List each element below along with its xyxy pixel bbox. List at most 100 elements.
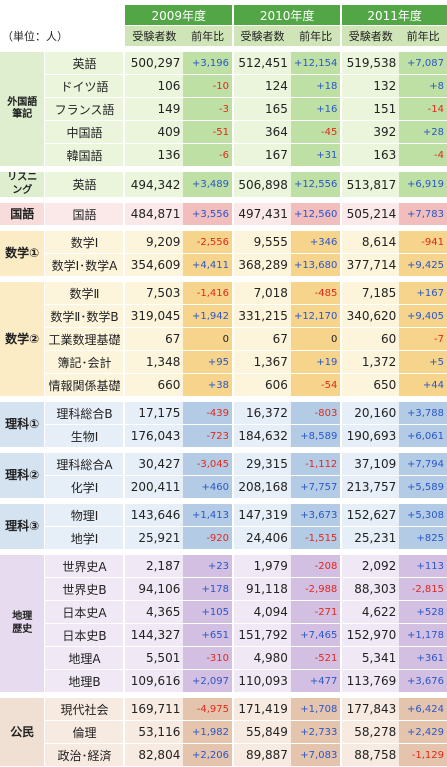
applicants-count: 152,627 [340, 504, 400, 526]
applicants-count: 392 [340, 121, 400, 143]
yoy-change: +825 [399, 527, 447, 549]
gap-cell [0, 693, 447, 697]
yoy-change: +12,170 [290, 305, 341, 327]
yoy-change: +105 [183, 601, 233, 623]
yoy-change: +361 [399, 647, 447, 669]
applicants-count: 67 [123, 328, 184, 350]
table-row: 数学Ⅱ･数学B 319,045 +1,942 331,215 +12,170 340,62… [0, 305, 447, 327]
yoy-change: -1,515 [290, 527, 341, 549]
applicants-count: 5,501 [123, 647, 184, 669]
yoy-change: +38 [183, 374, 233, 396]
yoy-change: +3,196 [183, 52, 233, 74]
yoy-change: -51 [183, 121, 233, 143]
applicants-count: 29,315 [232, 453, 291, 475]
applicants-count: 151,792 [232, 624, 291, 646]
table-row: 理科③ 物理Ⅰ 143,646 +1,413 147,319 +3,673 152,627 +… [0, 504, 447, 549]
subject-name: 工業数理基礎 [44, 328, 124, 350]
group-label: 理科③ [0, 504, 45, 549]
yoy-change: +5,589 [399, 476, 447, 498]
applicants-count: 24,406 [232, 527, 291, 549]
yoy-change: +12,560 [290, 203, 341, 225]
gap-cell [0, 550, 447, 554]
table-row: 化学Ⅰ 200,411 +460 208,168 +7,757 213,757 +5,589 [0, 476, 447, 498]
applicants-count: 1,348 [123, 351, 184, 373]
applicants-count: 500,297 [123, 52, 184, 74]
applicants-count: 113,769 [340, 670, 400, 692]
group-label: 数学① [0, 231, 45, 276]
applicants-count: 152,970 [340, 624, 400, 646]
applicants-count: 377,714 [340, 254, 400, 276]
table-row: 世界史B 94,106 +178 91,118 -2,988 88,303 -2,815 [0, 578, 447, 600]
table-row: 簿記･会計 1,348 +95 1,367 +19 1,372 +5 [0, 351, 447, 373]
applicants-count: 513,817 [340, 172, 400, 197]
table-row: 地学Ⅰ 25,921 -920 24,406 -1,515 25,231 +825 [0, 527, 447, 549]
yoy-change: +7,087 [399, 52, 447, 74]
subject-name: 生物Ⅰ [44, 425, 124, 447]
yoy-change: -920 [183, 527, 233, 549]
year-label: 2010年度 [232, 5, 341, 25]
table-row: 数学① 数学Ⅰ 9,209 -2,556 9,555 +346 8,614 -941 [0, 231, 447, 276]
yoy-change: +2,733 [290, 721, 341, 743]
yoy-change: +3,788 [399, 402, 447, 424]
yoy-change: 0 [183, 328, 233, 350]
applicants-count: 91,118 [232, 578, 291, 600]
yoy-change: +31 [290, 144, 341, 166]
applicants-count: 5,341 [340, 647, 400, 669]
yoy-change: +3,556 [183, 203, 233, 225]
group-gap [0, 277, 447, 281]
applicants-count: 4,980 [232, 647, 291, 669]
group-gap [0, 693, 447, 697]
applicants-count: 171,419 [232, 698, 291, 720]
column-header-row: 受験者数 前年比 受験者数 前年比 受験者数 前年比 [0, 26, 447, 46]
yoy-change: +1,708 [290, 698, 341, 720]
yoy-change: +5,308 [399, 504, 447, 526]
applicants-count: 106 [123, 75, 184, 97]
table-row: 政治･経済 82,804 +2,206 89,887 +7,083 88,758 -1,12… [0, 744, 447, 766]
gap-cell [0, 397, 447, 401]
yoy-change: +23 [183, 555, 233, 577]
group-gap [0, 198, 447, 202]
subject-name: 国語 [44, 203, 124, 225]
yoy-change: -439 [183, 402, 233, 424]
table-row: 中国語 409 -51 364 -45 392 +28 [0, 121, 447, 143]
applicants-header: 受験者数 [123, 26, 184, 46]
yoy-change: +8,589 [290, 425, 341, 447]
subject-name: 中国語 [44, 121, 124, 143]
applicants-count: 213,757 [340, 476, 400, 498]
applicants-count: 151 [340, 98, 400, 120]
group-label: 国語 [0, 203, 45, 225]
yoy-change: +3,673 [290, 504, 341, 526]
gap-cell [0, 226, 447, 230]
yoy-change: +3,489 [183, 172, 233, 197]
table-row: 公民 現代社会 169,711 -4,975 171,419 +1,708 177,843 +… [0, 698, 447, 766]
applicants-count: 7,185 [340, 282, 400, 304]
yoy-change: +2,206 [183, 744, 233, 766]
applicants-count: 340,620 [340, 305, 400, 327]
yoy-change: +651 [183, 624, 233, 646]
yoy-header: 前年比 [183, 26, 233, 46]
applicants-count: 132 [340, 75, 400, 97]
exam-table-page: （単位：人） 2009年度 2010年度 2011年度 受験者数 前年比 受験者数 前年比受… [0, 5, 447, 766]
blank-corner [0, 26, 123, 46]
yoy-change: +1,982 [183, 721, 233, 743]
yoy-change: -2,556 [183, 231, 233, 253]
year-label: 2009年度 [123, 5, 233, 25]
applicants-count: 190,693 [340, 425, 400, 447]
applicants-count: 1,979 [232, 555, 291, 577]
table-row: フランス語 149 -3 165 +16 151 -14 [0, 98, 447, 120]
subject-name: 化学Ⅰ [44, 476, 124, 498]
applicants-count: 512,451 [232, 52, 291, 74]
yoy-change: +2,097 [183, 670, 233, 692]
year-label: 2011年度 [340, 5, 447, 25]
yoy-change: +44 [399, 374, 447, 396]
group-label: 公民 [0, 698, 45, 766]
applicants-count: 177,843 [340, 698, 400, 720]
gap-cell [0, 167, 447, 171]
subject-name: フランス語 [44, 98, 124, 120]
applicants-count: 319,045 [123, 305, 184, 327]
yoy-change: -271 [290, 601, 341, 623]
applicants-count: 7,018 [232, 282, 291, 304]
applicants-count: 4,365 [123, 601, 184, 623]
yoy-change: -803 [290, 402, 341, 424]
applicants-count: 4,622 [340, 601, 400, 623]
